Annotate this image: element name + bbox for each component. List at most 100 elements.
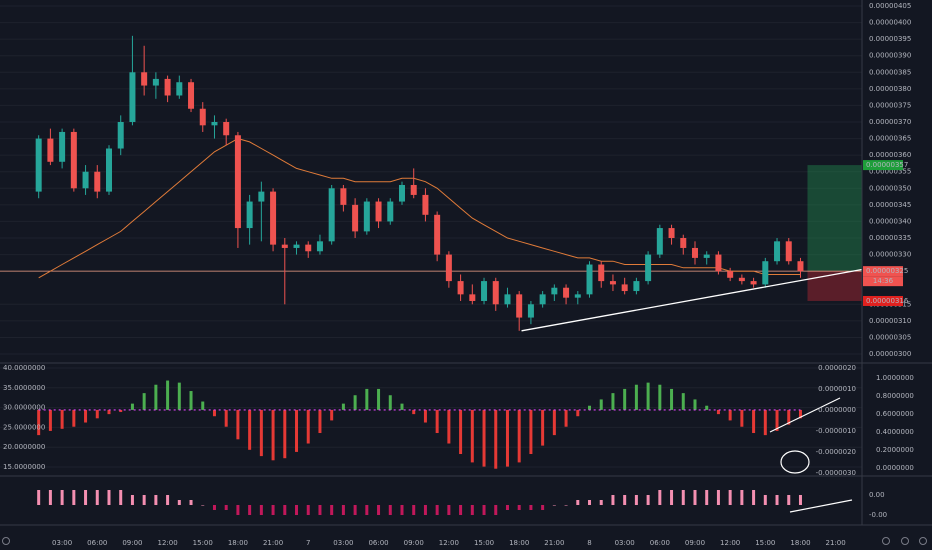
candle-body (316, 241, 323, 252)
histogram-bar (705, 490, 709, 505)
toolbar-icon[interactable] (919, 537, 927, 545)
histogram-bar (798, 409, 802, 419)
histogram-bar (552, 409, 556, 436)
candle-body (563, 287, 570, 298)
x-tick-label: 18:00 (509, 539, 529, 547)
x-tick-label: 12:00 (158, 539, 178, 547)
histogram-bar (459, 409, 463, 455)
price-label-bg (863, 160, 903, 171)
histogram-bar (166, 380, 170, 410)
x-tick-label: 12:00 (439, 539, 459, 547)
histogram-bar (447, 409, 451, 444)
histogram-bar (681, 393, 685, 410)
histogram-bar (670, 388, 674, 410)
histogram-bar (48, 409, 52, 431)
candle-body (340, 188, 347, 205)
candle-body (270, 191, 277, 245)
histogram-bar (623, 495, 627, 505)
histogram-bar (365, 388, 369, 410)
candle-body (387, 201, 394, 222)
candle-body (363, 201, 370, 232)
y-tick-label: 0.0000000 (818, 406, 856, 414)
y-tick-label: 0.00000385 (869, 68, 911, 76)
x-tick-label: 09:00 (404, 539, 424, 547)
candle-body (375, 201, 382, 222)
candle-body (527, 304, 534, 318)
candle-body (152, 78, 159, 86)
toolbar-icon[interactable] (882, 537, 890, 545)
histogram-bar (130, 403, 134, 410)
histogram-bar (201, 505, 205, 506)
x-tick-label: 8 (587, 539, 591, 547)
x-tick-label: 21:00 (544, 539, 564, 547)
candle-body (164, 78, 171, 96)
candle-body (481, 281, 488, 301)
histogram-bar (494, 409, 498, 469)
histogram-bar (224, 505, 228, 510)
y-tick-label: 0.00000350 (869, 184, 911, 192)
histogram-bar (412, 409, 416, 415)
histogram-bar (728, 409, 732, 421)
candle-body (293, 244, 300, 248)
histogram-bar (658, 384, 662, 410)
histogram-bar (611, 495, 615, 505)
countdown: 14:36 (873, 277, 894, 285)
candle-body (492, 281, 499, 305)
x-tick-label: 09:00 (685, 539, 705, 547)
y-tick-label: 0.00000395 (869, 35, 911, 43)
x-tick-label: 15:00 (755, 539, 775, 547)
histogram-bar (248, 409, 252, 450)
histogram-bar (60, 409, 64, 429)
histogram-bar (72, 409, 76, 427)
histogram-bar (787, 495, 791, 505)
histogram-bar (84, 490, 88, 505)
histogram-bar (775, 495, 779, 505)
settings-icon[interactable] (2, 537, 10, 545)
y2-tick-label: 0.8000000 (876, 392, 914, 400)
histogram-bar (740, 409, 744, 427)
grid (0, 5, 862, 468)
drawn-circle (780, 450, 810, 474)
y-tick-label: 0.00000365 (869, 135, 911, 143)
histogram-bar (271, 505, 275, 515)
histogram-bar (283, 505, 287, 515)
candle-body (410, 184, 417, 195)
x-tick-label: 21:00 (263, 539, 283, 547)
x-tick-label: 06:00 (650, 539, 670, 547)
histogram-bar (107, 409, 111, 415)
histogram-bar (306, 505, 310, 515)
candle-body (621, 284, 628, 292)
y2-tick-label: 1.0000000 (876, 374, 914, 382)
candle-body (199, 108, 206, 126)
x-tick-label: 18:00 (228, 539, 248, 547)
histogram-bar (377, 505, 381, 515)
candle-body (457, 281, 464, 295)
histogram-bar (752, 490, 756, 505)
histogram-bar (37, 409, 41, 436)
histogram-bar (341, 505, 345, 515)
histogram-bar (705, 405, 709, 410)
toolbar-icon[interactable] (901, 537, 909, 545)
candle-body (598, 264, 605, 282)
histogram-bar (95, 409, 99, 419)
histogram-bar (564, 505, 568, 506)
candle-body (727, 271, 734, 278)
y-tick-label: 0.00000345 (869, 201, 911, 209)
histogram-bar (634, 495, 638, 505)
histogram-bar (693, 399, 697, 410)
candle-body (258, 191, 265, 202)
histogram-bar (541, 505, 545, 510)
histogram-bar (388, 505, 392, 515)
candle-body (797, 261, 804, 272)
histogram-bar (646, 382, 650, 410)
histogram-bar (470, 409, 474, 463)
target-zone (807, 165, 862, 272)
x-tick-label: 12:00 (720, 539, 740, 547)
histogram-bar (576, 409, 580, 417)
histogram-bar (295, 409, 299, 452)
histogram-bar (517, 505, 521, 510)
candle-body (176, 82, 183, 96)
candle-body (188, 82, 195, 109)
histogram-bar (400, 505, 404, 515)
